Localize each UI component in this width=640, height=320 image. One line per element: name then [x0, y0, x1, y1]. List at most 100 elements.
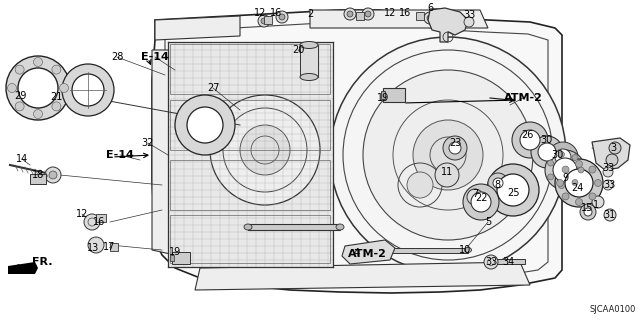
- Circle shape: [538, 143, 556, 161]
- Circle shape: [603, 180, 613, 190]
- Text: 7: 7: [472, 189, 478, 199]
- Text: FR.: FR.: [32, 257, 52, 267]
- Circle shape: [8, 84, 17, 92]
- Text: ATM-2: ATM-2: [348, 249, 387, 259]
- Circle shape: [559, 151, 564, 157]
- Polygon shape: [428, 8, 468, 42]
- Circle shape: [471, 192, 491, 212]
- Circle shape: [365, 11, 371, 17]
- Bar: [380, 248, 468, 253]
- Ellipse shape: [244, 224, 252, 230]
- Polygon shape: [152, 10, 562, 293]
- Circle shape: [545, 150, 585, 190]
- Circle shape: [279, 14, 285, 20]
- Ellipse shape: [300, 74, 318, 81]
- Text: 14: 14: [16, 154, 28, 164]
- Circle shape: [261, 18, 267, 24]
- Circle shape: [589, 166, 596, 173]
- Circle shape: [15, 65, 24, 74]
- Circle shape: [562, 193, 569, 200]
- Circle shape: [175, 95, 235, 155]
- Text: 16: 16: [399, 8, 411, 18]
- Circle shape: [580, 204, 596, 220]
- Bar: [264, 16, 272, 24]
- Text: 11: 11: [441, 167, 453, 177]
- Circle shape: [464, 17, 474, 27]
- Circle shape: [15, 102, 24, 111]
- Circle shape: [493, 178, 503, 188]
- Bar: [383, 88, 405, 102]
- Polygon shape: [195, 262, 530, 290]
- Text: 12: 12: [254, 8, 266, 18]
- Circle shape: [445, 15, 451, 21]
- Circle shape: [484, 255, 498, 269]
- Text: 19: 19: [169, 247, 181, 257]
- Circle shape: [562, 166, 569, 173]
- Circle shape: [427, 15, 433, 21]
- Text: SJCAA0100: SJCAA0100: [589, 305, 636, 314]
- Circle shape: [435, 163, 459, 187]
- Text: 25: 25: [507, 188, 519, 198]
- Circle shape: [487, 164, 539, 216]
- Polygon shape: [592, 138, 630, 170]
- Text: 33: 33: [463, 10, 475, 20]
- Circle shape: [512, 122, 548, 158]
- Text: 30: 30: [551, 150, 563, 160]
- Text: 10: 10: [459, 245, 471, 255]
- Text: 2: 2: [307, 9, 313, 19]
- Text: 9: 9: [562, 173, 568, 183]
- Bar: [170, 100, 330, 150]
- Circle shape: [72, 74, 104, 106]
- Circle shape: [33, 109, 42, 118]
- Bar: [30, 174, 46, 184]
- Circle shape: [572, 180, 578, 186]
- Circle shape: [52, 102, 61, 111]
- Circle shape: [344, 8, 356, 20]
- Text: 24: 24: [571, 183, 583, 193]
- Circle shape: [604, 209, 616, 221]
- Text: 33: 33: [603, 180, 615, 190]
- Text: 8: 8: [494, 180, 500, 190]
- Circle shape: [565, 169, 593, 197]
- Circle shape: [467, 189, 483, 205]
- Ellipse shape: [376, 247, 383, 252]
- Circle shape: [187, 107, 223, 143]
- Circle shape: [407, 172, 433, 198]
- Circle shape: [33, 58, 42, 67]
- Circle shape: [584, 208, 592, 216]
- Text: 28: 28: [111, 52, 123, 62]
- Polygon shape: [155, 16, 240, 40]
- Circle shape: [589, 193, 596, 200]
- Bar: [300, 45, 318, 77]
- Ellipse shape: [336, 224, 344, 230]
- Circle shape: [531, 136, 563, 168]
- Circle shape: [45, 167, 61, 183]
- Bar: [356, 12, 364, 20]
- Text: 18: 18: [32, 170, 44, 180]
- Text: 20: 20: [292, 45, 304, 55]
- Circle shape: [609, 142, 621, 154]
- Circle shape: [276, 11, 288, 23]
- Circle shape: [463, 184, 499, 220]
- Text: 32: 32: [142, 138, 154, 148]
- Bar: [168, 42, 333, 267]
- Text: 31: 31: [603, 210, 615, 220]
- Circle shape: [557, 180, 563, 187]
- Circle shape: [606, 154, 618, 166]
- Text: 12: 12: [384, 8, 396, 18]
- Circle shape: [60, 84, 68, 92]
- Text: 23: 23: [449, 138, 461, 148]
- Bar: [170, 255, 174, 261]
- Text: 1: 1: [593, 200, 599, 210]
- Circle shape: [258, 15, 270, 27]
- Circle shape: [548, 174, 554, 180]
- Circle shape: [240, 125, 290, 175]
- Circle shape: [488, 173, 508, 193]
- Text: 34: 34: [502, 257, 514, 267]
- Ellipse shape: [300, 42, 318, 49]
- Circle shape: [520, 130, 540, 150]
- Circle shape: [52, 65, 61, 74]
- Circle shape: [555, 149, 571, 165]
- Circle shape: [497, 174, 529, 206]
- Text: 16: 16: [93, 217, 105, 227]
